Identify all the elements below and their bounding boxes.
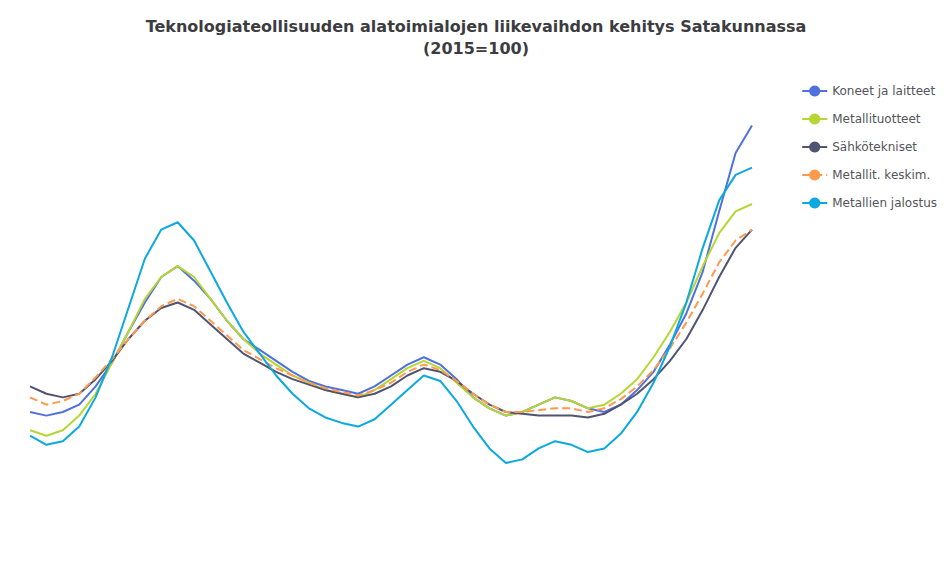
svg-text:Sähkötekniset: Sähkötekniset: [832, 140, 917, 154]
svg-text:Metallien jalostus: Metallien jalostus: [832, 196, 937, 210]
svg-text:Koneet ja laitteet: Koneet ja laitteet: [832, 84, 935, 98]
svg-text:Metallit. keskim.: Metallit. keskim.: [832, 168, 930, 182]
svg-text:(2015=100): (2015=100): [423, 39, 529, 58]
svg-text:Metallituotteet: Metallituotteet: [832, 112, 921, 126]
svg-text:Teknologiateollisuuden alatoim: Teknologiateollisuuden alatoimialojen li…: [146, 17, 807, 36]
